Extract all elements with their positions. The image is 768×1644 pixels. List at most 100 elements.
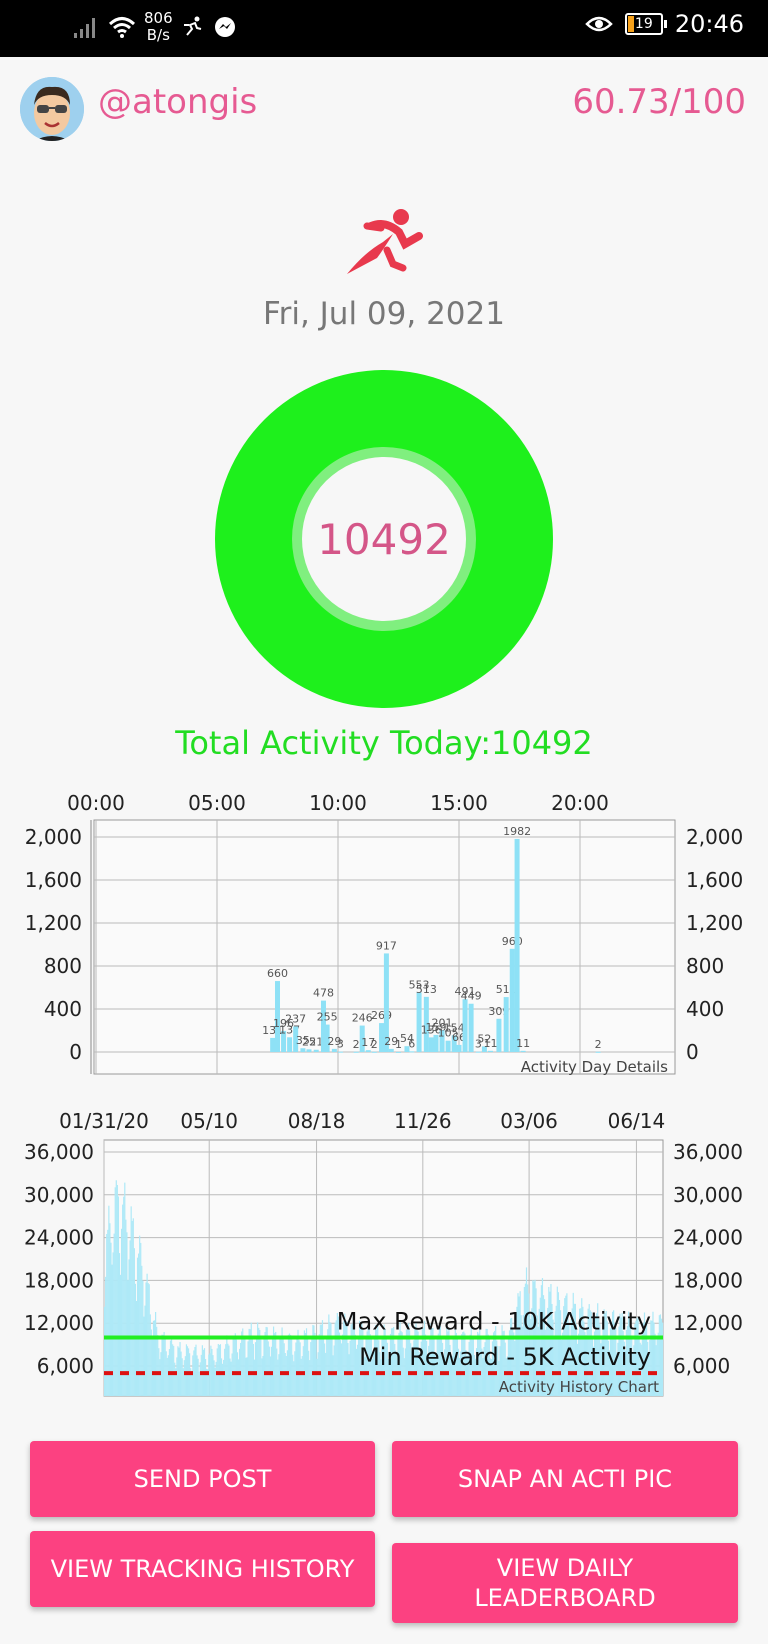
history-chart-bar — [183, 1360, 185, 1396]
history-chart-bar — [565, 1295, 567, 1396]
history-chart-bar — [434, 1354, 436, 1396]
history-chart-bar — [167, 1355, 169, 1396]
history-chart-bar — [144, 1305, 146, 1396]
history-chart-bar — [402, 1347, 404, 1396]
history-chart-bar — [299, 1342, 301, 1396]
history-chart-bar — [524, 1283, 527, 1396]
history-chart-bar — [572, 1292, 574, 1396]
history-chart-bar — [559, 1310, 562, 1396]
history-chart-bar — [234, 1333, 236, 1396]
history-chart-bar — [118, 1253, 121, 1396]
history-chart-bar — [133, 1248, 135, 1396]
user-score: 60.73/100 — [572, 82, 746, 122]
history-chart-bar — [111, 1264, 113, 1396]
history-chart-bar — [518, 1296, 520, 1396]
history-chart-bar — [644, 1322, 647, 1396]
day-chart-bar-label: 6 — [408, 1037, 415, 1050]
history-chart-bar — [506, 1356, 508, 1396]
day-chart-bar-label: 513 — [416, 983, 437, 996]
day-chart-bar-label: 1 — [395, 1038, 402, 1051]
wifi-icon — [108, 17, 136, 38]
history-chart-bar — [310, 1342, 312, 1396]
avatar[interactable] — [20, 77, 84, 141]
history-chart-bar — [539, 1297, 541, 1396]
history-chart-bar — [626, 1325, 629, 1396]
snap-acti-pic-button[interactable]: SNAP AN ACTI PIC — [392, 1441, 738, 1517]
history-chart-bar — [166, 1357, 168, 1396]
history-chart-bar — [308, 1350, 310, 1396]
history-chart-bar — [448, 1328, 450, 1396]
view-tracking-history-button[interactable]: VIEW TRACKING HISTORY — [30, 1531, 375, 1607]
history-chart-bar — [440, 1338, 443, 1396]
history-chart-bar — [206, 1368, 208, 1396]
history-chart-bar — [468, 1341, 470, 1396]
history-chart-bar — [311, 1337, 313, 1396]
history-chart-bar — [428, 1345, 430, 1396]
history-chart-bar — [465, 1350, 467, 1396]
history-chart-bar — [193, 1350, 195, 1396]
history-chart-bar — [483, 1346, 485, 1396]
day-chart-bar-label: 25 — [302, 1035, 316, 1048]
history-chart-bar — [501, 1325, 503, 1396]
history-chart-bar — [522, 1315, 524, 1396]
history-chart-bar — [349, 1340, 351, 1396]
history-chart-bar — [401, 1332, 403, 1396]
history-chart-bar — [354, 1334, 357, 1396]
day-chart-bar — [270, 1037, 276, 1052]
history-chart-bar — [519, 1291, 521, 1396]
history-chart-bar — [656, 1339, 658, 1396]
history-chart-bar — [195, 1344, 197, 1396]
history-chart-bar — [477, 1331, 479, 1396]
history-chart-bar — [603, 1309, 605, 1396]
history-chart-bar — [204, 1359, 207, 1396]
history-chart-bar — [466, 1356, 468, 1396]
day-chart-bar-label: 154 — [444, 1021, 465, 1034]
history-chart-bar — [296, 1336, 298, 1396]
history-chart-bar — [219, 1344, 222, 1396]
history-chart-bar — [621, 1312, 623, 1396]
history-chart-bar — [392, 1328, 394, 1396]
history-chart-bar — [176, 1357, 178, 1396]
history-chart-bar — [386, 1342, 388, 1396]
history-chart-y-tick-label: 36,000 — [24, 1140, 94, 1164]
history-chart-bar — [623, 1341, 625, 1396]
history-chart-bar — [427, 1356, 429, 1396]
history-chart-bar — [173, 1345, 175, 1396]
max-reward-label: Max Reward - 10K Activity — [337, 1307, 651, 1335]
day-chart-bar — [379, 1023, 385, 1052]
send-post-button[interactable]: SEND POST — [30, 1441, 375, 1517]
history-chart-bar — [580, 1308, 582, 1396]
history-chart-bar — [245, 1357, 247, 1396]
history-chart-bar — [109, 1223, 111, 1396]
running-person-icon — [347, 209, 423, 274]
history-chart-bar — [426, 1340, 428, 1396]
history-chart-bar — [630, 1324, 632, 1396]
day-chart-x-tick-label: 15:00 — [430, 791, 488, 815]
history-chart-bar — [316, 1358, 318, 1396]
history-chart-bar — [486, 1328, 488, 1396]
day-chart-x-tick-label: 20:00 — [551, 791, 609, 815]
history-chart-bar — [292, 1354, 294, 1396]
history-chart-bar — [594, 1316, 597, 1396]
history-chart-bar — [588, 1304, 590, 1396]
history-chart-bar — [458, 1357, 461, 1396]
day-chart-y-tick-label-right: 400 — [686, 997, 724, 1021]
history-chart-bar — [184, 1356, 186, 1396]
history-chart-bar — [451, 1356, 453, 1396]
day-chart-y-tick-label-right: 0 — [686, 1040, 699, 1064]
day-chart-bar — [456, 1044, 462, 1052]
history-chart-bar — [153, 1320, 156, 1396]
view-daily-leaderboard-button[interactable]: VIEW DAILY LEADERBOARD — [392, 1543, 738, 1623]
history-chart-bar — [552, 1319, 554, 1396]
history-chart-bar — [309, 1360, 311, 1396]
history-chart-bar — [445, 1336, 447, 1396]
history-chart-bar — [482, 1358, 484, 1396]
history-chart-bar — [515, 1328, 517, 1396]
history-chart-bar — [165, 1351, 167, 1396]
history-chart-bar — [520, 1315, 522, 1396]
history-chart-bar — [474, 1358, 477, 1396]
history-chart-bar — [441, 1342, 444, 1396]
history-chart-bar — [658, 1315, 660, 1396]
day-chart-bar — [416, 992, 422, 1052]
history-chart-bar — [157, 1335, 159, 1396]
